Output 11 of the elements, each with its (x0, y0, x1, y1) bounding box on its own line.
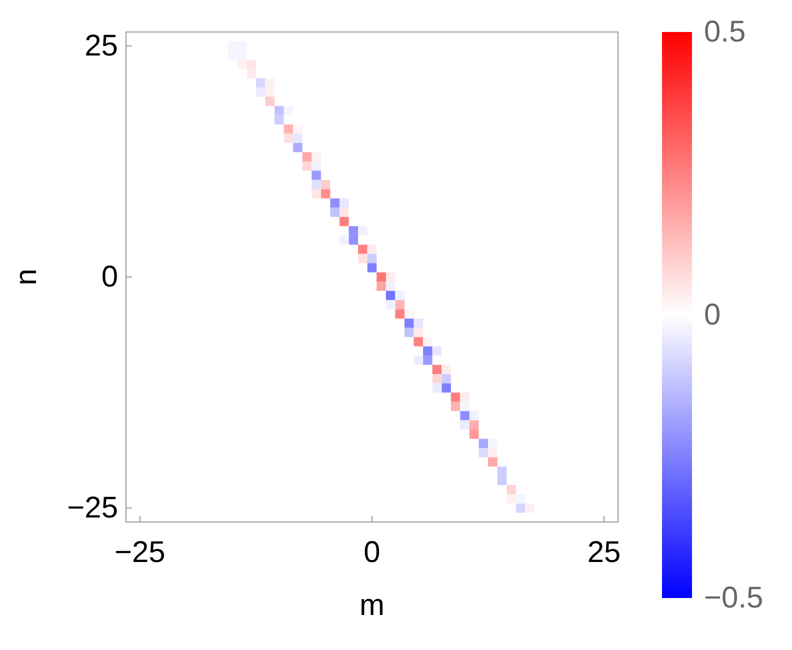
x-tick-label: 0 (364, 536, 380, 569)
x-tick-label: 25 (587, 536, 621, 569)
y-tick-label: 25 (84, 29, 118, 62)
x-axis-title: m (360, 589, 384, 622)
y-tick-label: 0 (101, 260, 118, 294)
color-bar-label: −0.5 (704, 582, 764, 614)
y-axis-title: n (10, 268, 43, 286)
x-tick-label: −25 (114, 536, 166, 569)
color-bar-label: 0 (704, 298, 721, 332)
y-tick-label: −25 (67, 492, 118, 525)
color-bar-label: 0.5 (704, 16, 746, 48)
